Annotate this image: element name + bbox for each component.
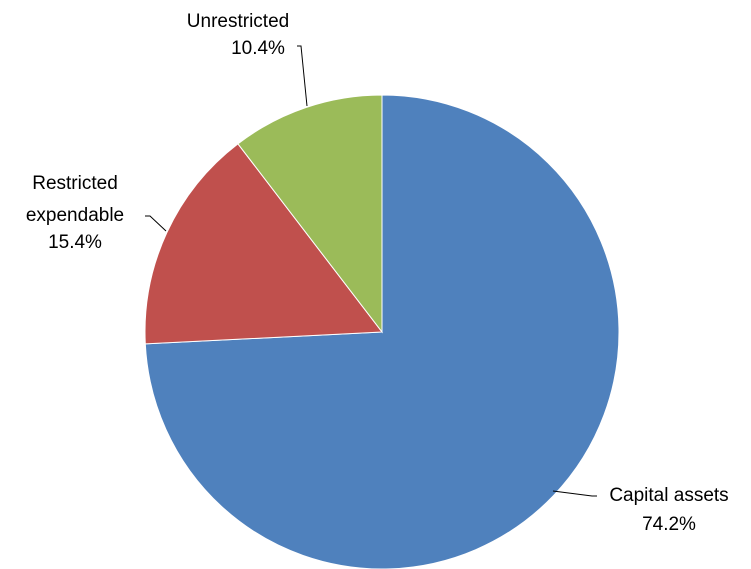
leader-line-capital-assets [552,490,597,497]
label-capital-assets-pct: 74.2% [642,514,696,535]
data-labels: Unrestricted 10.4% Restricted expendable… [26,11,729,535]
label-unrestricted-name: Unrestricted [187,11,289,32]
leader-line-unrestricted [297,45,308,107]
leader-line-restricted-expendable [145,215,167,232]
pie-slice-restricted-expendable [144,143,383,345]
label-capital-assets-name: Capital assets [609,485,728,506]
pie-slice-unrestricted [237,94,383,334]
label-restricted-pct: 15.4% [48,232,102,253]
label-restricted-name-line1: Restricted [32,173,118,194]
label-unrestricted-pct: 10.4% [231,38,285,59]
pie-slices [144,94,620,569]
leader-lines [145,45,597,497]
label-restricted-name-line2: expendable [26,205,124,226]
